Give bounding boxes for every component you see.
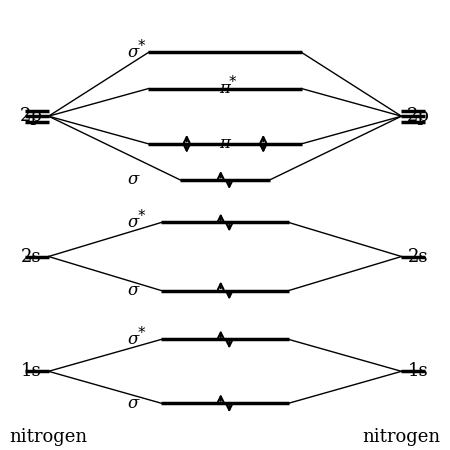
Text: 2p: 2p — [20, 107, 43, 125]
Text: 2s: 2s — [408, 248, 429, 266]
Text: nitrogen: nitrogen — [362, 428, 441, 446]
Text: σ: σ — [128, 282, 139, 299]
Text: 1s: 1s — [21, 362, 42, 380]
Text: σ: σ — [128, 214, 139, 231]
Text: 2s: 2s — [21, 248, 42, 266]
Text: nitrogen: nitrogen — [9, 428, 88, 446]
Text: σ: σ — [128, 44, 139, 61]
Text: 1s: 1s — [408, 362, 429, 380]
Text: σ: σ — [128, 331, 139, 348]
Text: π: π — [220, 80, 230, 97]
Text: π: π — [220, 135, 230, 153]
Text: σ: σ — [128, 171, 139, 189]
Text: *: * — [229, 75, 236, 90]
Text: *: * — [137, 209, 145, 224]
Text: *: * — [137, 39, 145, 54]
Text: 2p: 2p — [407, 107, 430, 125]
Text: σ: σ — [128, 395, 139, 412]
Text: *: * — [137, 325, 145, 341]
